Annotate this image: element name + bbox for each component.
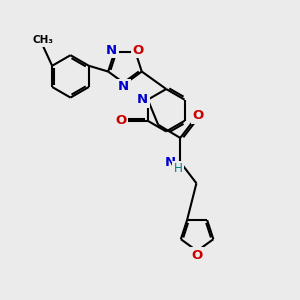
Text: O: O — [191, 249, 203, 262]
Text: O: O — [116, 114, 127, 127]
Text: N: N — [106, 44, 117, 57]
Text: CH₃: CH₃ — [33, 35, 54, 45]
Text: N: N — [137, 93, 148, 106]
Text: H: H — [173, 162, 182, 175]
Text: N: N — [118, 80, 129, 93]
Text: O: O — [133, 44, 144, 57]
Text: N: N — [164, 156, 175, 169]
Text: O: O — [193, 109, 204, 122]
